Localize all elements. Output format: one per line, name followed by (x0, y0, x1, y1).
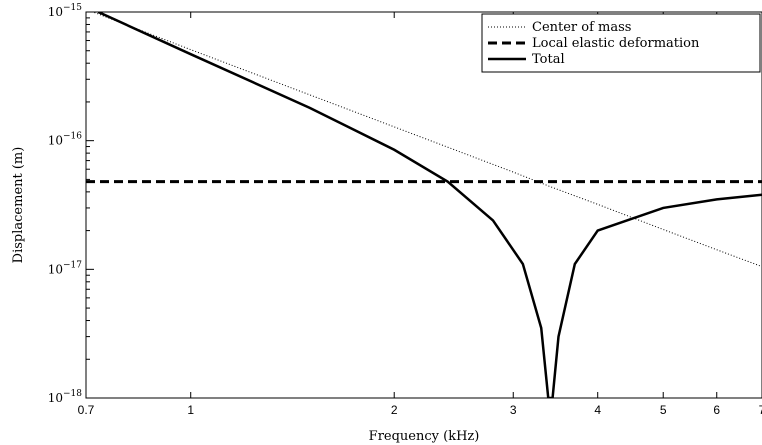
x-tick-label: 1 (187, 403, 194, 417)
x-tick-label: 0.7 (78, 403, 95, 417)
x-tick-label: 4 (594, 403, 601, 417)
legend-label: Center of mass (532, 20, 631, 35)
y-tick-label: 10−16 (48, 132, 83, 148)
legend-box (481, 13, 761, 73)
x-tick-label: 5 (660, 403, 667, 417)
x-tick-label: 2 (391, 403, 398, 417)
x-axis-label: Frequency (kHz) (369, 429, 480, 444)
legend-label: Total (532, 52, 565, 67)
series-layer (86, 12, 762, 398)
axes-frame (85, 11, 762, 399)
y-tick-label: 10−18 (48, 389, 83, 405)
legend-label: Local elastic deformation (532, 36, 700, 51)
y-tick-label: 10−15 (48, 3, 83, 19)
x-tick-label: 3 (510, 403, 517, 417)
x-tick-label: 7 (759, 403, 762, 417)
y-axis-label: Displacement (m) (11, 147, 26, 264)
series-line-total (97, 12, 762, 398)
y-tick-label: 10−17 (48, 260, 83, 276)
x-tick-label: 6 (713, 403, 720, 417)
